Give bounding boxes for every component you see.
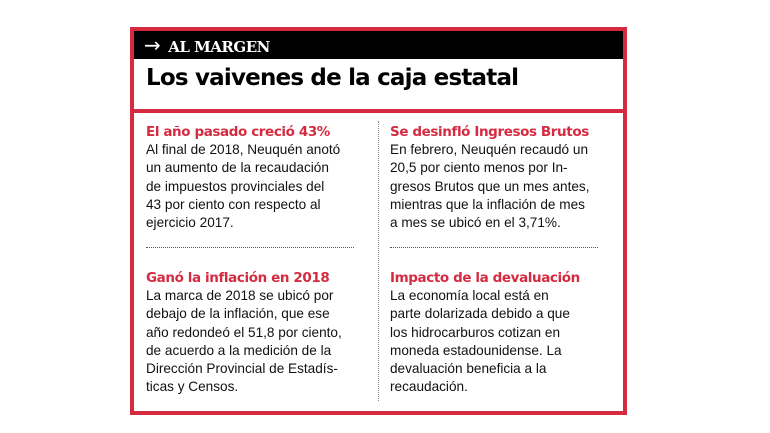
headline: Los vaivenes de la caja estatal [146,65,519,91]
row-divider-right [390,247,598,248]
info-box: → AL MARGEN Los vaivenes de la caja estat… [130,27,627,415]
body-line: un aumento de la recaudación [146,160,329,176]
section-3: Ganó la inflación en 2018 La marca de 201… [146,269,371,397]
body-line: La economía local está en [390,288,549,303]
body-line: los hidrocarburos cotizan en [390,324,561,340]
body-line: a mes se ubicó en el 3,71%. [390,215,561,231]
body-line: ticas y Censos. [146,379,239,395]
section-heading: Impacto de la devaluación [390,270,580,286]
arrow-right-icon: → [144,33,161,57]
body-line: La marca de 2018 se ubicó por [146,288,334,303]
body-line: En febrero, Neuquén recaudó un [390,142,589,157]
body-line: Al final de 2018, Neuquén anotó [146,142,341,157]
body-line: moneda estadounidense. La [390,342,562,358]
body-line: Dirección Provincial de Estadís- [146,361,338,377]
section-bar: → AL MARGEN [134,31,623,59]
body-line: debajo de la inflación, que ese [146,306,330,322]
section-heading: Ganó la inflación en 2018 [146,270,330,286]
section-label: AL MARGEN [168,38,270,56]
divider [134,109,623,113]
body-line: gresos Brutos que un mes antes, [390,178,590,194]
section-heading: El año pasado creció 43% [146,124,330,140]
section-1: El año pasado creció 43% Al final de 2018… [146,123,371,232]
row-divider-left [146,247,354,248]
body-line: 43 por ciento con respecto al [146,196,321,212]
body-line: parte dolarizada debido a que [390,306,570,322]
body-line: año redondeó el 51,8 por ciento, [146,324,342,340]
body-line: devaluación beneficia a la [390,361,547,377]
body-line: 20,5 por ciento menos por In- [390,160,568,176]
section-4: Impacto de la devaluación La economía loc… [390,269,615,397]
body-line: de acuerdo a la medición de la [146,342,332,358]
body-line: de impuestos provinciales del [146,178,325,194]
section-2: Se desinfló Ingresos Brutos En febrero, N… [390,123,615,232]
body-line: recaudación. [390,379,468,395]
column-divider [378,121,379,401]
section-heading: Se desinfló Ingresos Brutos [390,124,589,140]
body-line: ejercicio 2017. [146,215,234,231]
body-line: mientras que la inflación de mes [390,196,585,212]
